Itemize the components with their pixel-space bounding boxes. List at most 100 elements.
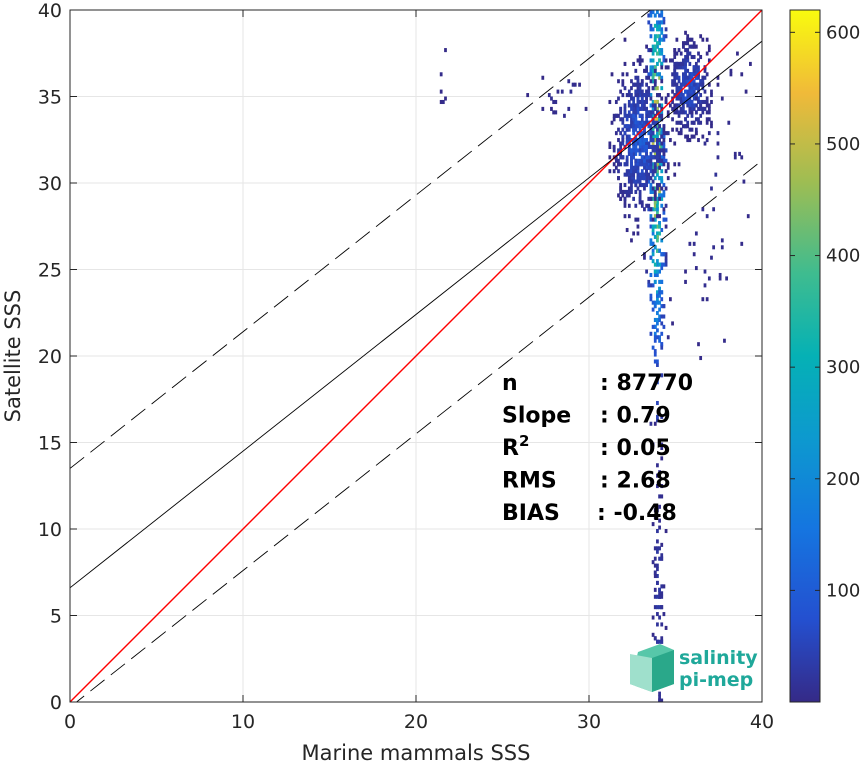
density-cell — [625, 169, 629, 174]
density-cell — [658, 13, 661, 18]
density-cell — [675, 37, 679, 42]
density-cell — [658, 196, 661, 201]
density-cell — [634, 75, 638, 80]
density-cell — [660, 342, 664, 347]
density-cell — [692, 68, 696, 73]
density-cell — [686, 54, 690, 60]
density-cell — [619, 117, 623, 122]
density-cell — [643, 93, 646, 98]
density-cell — [660, 297, 664, 302]
density-cell — [662, 217, 666, 222]
density-cell — [640, 155, 644, 160]
density-cell — [649, 113, 653, 118]
density-cell — [649, 176, 653, 181]
density-cell — [656, 203, 659, 208]
density-cell — [701, 134, 705, 139]
density-cell — [656, 594, 659, 599]
density-cell — [640, 134, 644, 139]
density-cell — [653, 44, 657, 49]
density-cell — [645, 165, 648, 170]
density-cell — [658, 124, 661, 129]
density-cell — [643, 144, 646, 149]
density-cell — [651, 113, 655, 118]
density-cell — [632, 120, 636, 125]
density-cell — [703, 283, 707, 288]
density-cell — [554, 110, 558, 115]
density-cell — [656, 400, 659, 406]
density-cell — [653, 234, 657, 239]
density-cell — [651, 189, 655, 194]
density-cell — [686, 68, 690, 73]
density-cell — [694, 117, 698, 122]
colorbar-ticks: 100 200 300 400 500 600 — [790, 22, 860, 601]
density-cell — [656, 93, 659, 98]
density-cell — [664, 96, 668, 101]
density-cell — [660, 321, 664, 326]
density-cell — [649, 134, 653, 139]
density-cell — [681, 106, 685, 111]
density-cell — [658, 518, 661, 523]
density-cell — [627, 103, 631, 108]
density-cell — [662, 162, 666, 167]
density-cell — [688, 37, 692, 42]
density-cell — [677, 131, 681, 136]
density-cell — [658, 335, 661, 340]
density-cell — [640, 141, 644, 146]
density-cell — [645, 155, 648, 160]
colorbar-tick-label: 400 — [826, 246, 860, 267]
y-tick-label: 10 — [38, 519, 62, 541]
density-cell — [725, 276, 728, 281]
density-cell — [694, 103, 698, 108]
density-cell — [627, 110, 631, 115]
density-cell — [653, 68, 657, 73]
density-cell — [660, 553, 664, 558]
density-cell — [729, 68, 733, 73]
density-cell — [640, 144, 644, 149]
density-cell — [623, 172, 627, 177]
stat-value: : -0.48 — [597, 501, 677, 526]
density-cell — [653, 304, 657, 309]
density-cell — [656, 124, 659, 129]
density-cell — [656, 214, 659, 219]
density-cell — [660, 331, 664, 336]
density-cell — [671, 127, 674, 132]
density-cell — [656, 546, 659, 551]
density-cell — [621, 120, 625, 125]
density-cell — [653, 162, 657, 167]
density-cell — [645, 151, 648, 156]
density-cell — [651, 86, 655, 91]
density-cell — [705, 37, 709, 42]
density-cell — [645, 172, 648, 177]
density-cell — [651, 162, 655, 167]
density-cell — [686, 48, 690, 53]
density-cell — [707, 276, 711, 281]
density-cell — [649, 207, 653, 212]
density-cell — [653, 324, 657, 329]
density-cell — [699, 82, 703, 87]
density-cell — [645, 113, 648, 118]
density-cell — [710, 93, 713, 98]
density-cell — [688, 51, 692, 56]
density-cell — [625, 162, 629, 167]
density-cell — [638, 151, 642, 156]
density-cell — [632, 172, 636, 177]
density-cell — [653, 352, 657, 357]
density-cell — [640, 124, 644, 129]
density-cell — [649, 224, 653, 229]
density-cell — [656, 207, 659, 212]
density-cell — [653, 217, 657, 222]
density-cell — [651, 148, 655, 153]
density-cell — [651, 560, 655, 565]
density-cell — [651, 134, 655, 139]
density-cell — [638, 148, 642, 153]
density-cell — [720, 96, 724, 101]
density-cell — [649, 48, 653, 53]
density-cell — [660, 594, 664, 599]
density-cell — [651, 442, 655, 447]
density-cell — [649, 93, 653, 98]
density-cell — [617, 158, 620, 163]
density-cell — [705, 99, 709, 105]
density-cell — [630, 148, 633, 153]
density-cell — [664, 34, 668, 39]
